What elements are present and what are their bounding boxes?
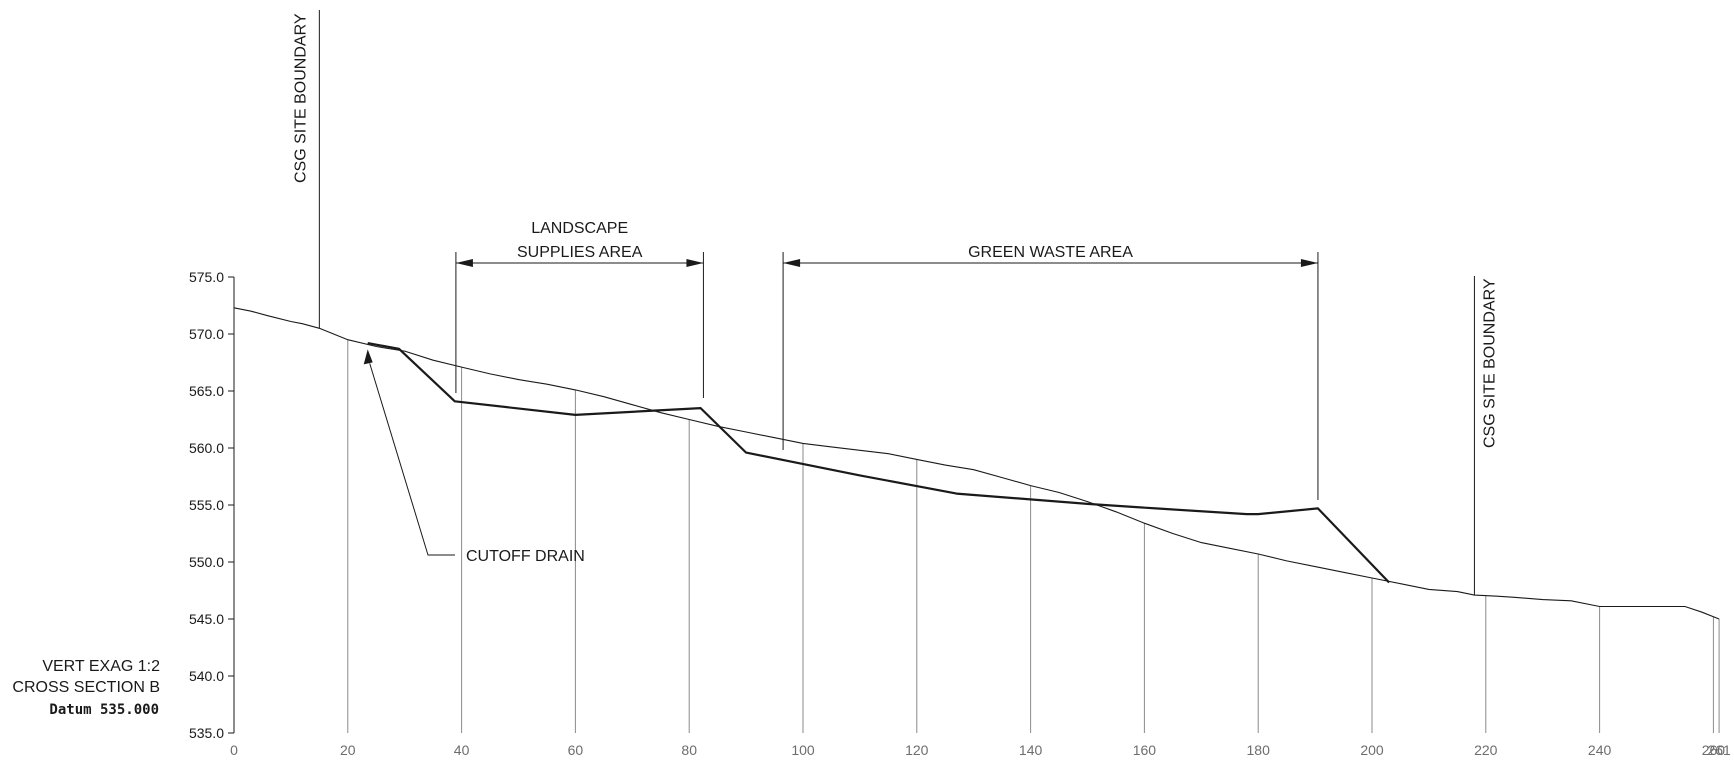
site-boundary-right-label: CSG SITE BOUNDARY: [1481, 278, 1498, 448]
landscape-area-label-line2: SUPPLIES AREA: [517, 244, 643, 261]
x-tick-label: 0: [230, 742, 238, 758]
x-tick-label: 240: [1588, 742, 1612, 758]
landscape-area-right-arrow: [686, 259, 704, 267]
y-tick-label: 565.0: [189, 383, 224, 399]
y-axis: 535.0 540.0 545.0 550.0 555.0 560.0 565.0 570.0…: [189, 269, 235, 741]
y-tick-label: 540.0: [189, 668, 224, 684]
x-tick-label: 40: [454, 742, 470, 758]
section-title: CROSS SECTION B: [12, 679, 160, 696]
annotations: CSG SITE BOUNDARY CSG SITE BOUNDARY LANDSC…: [292, 10, 1498, 596]
landscape-area-left-arrow: [455, 259, 473, 267]
y-tick-label: 555.0: [189, 497, 224, 513]
design-surface-line: [367, 342, 1390, 584]
x-tick-label: 261: [1707, 742, 1731, 758]
x-tick-label: 100: [791, 742, 815, 758]
x-tick-label: 60: [568, 742, 584, 758]
x-tick-label: 180: [1247, 742, 1271, 758]
x-tick-label: 80: [681, 742, 697, 758]
y-tick-label: 575.0: [189, 269, 224, 285]
site-boundary-left-label: CSG SITE BOUNDARY: [292, 13, 309, 183]
profiles: [233, 307, 1720, 620]
y-tick-label: 570.0: [189, 326, 224, 342]
y-tick-label: 535.0: [189, 725, 224, 741]
x-tick-label: 200: [1360, 742, 1384, 758]
x-tick-label: 220: [1474, 742, 1498, 758]
existing-ground-line: [233, 307, 1720, 620]
green-waste-area-left-arrow: [783, 259, 801, 267]
datum-label: Datum 535.000: [49, 702, 159, 718]
x-tick-label: 160: [1133, 742, 1157, 758]
section-info-block: VERT EXAG 1:2 CROSS SECTION B Datum 535.…: [12, 658, 160, 718]
green-waste-area-right-arrow: [1300, 259, 1318, 267]
cutoff-drain-label: CUTOFF DRAIN: [466, 548, 585, 565]
cutoff-drain-leader: [369, 363, 455, 556]
x-tick-label: 120: [905, 742, 929, 758]
green-waste-area-label: GREEN WASTE AREA: [968, 244, 1133, 261]
x-tick-label: 20: [340, 742, 356, 758]
station-lines: [347, 339, 1720, 733]
y-tick-label: 560.0: [189, 440, 224, 456]
vert-exag-label: VERT EXAG 1:2: [42, 658, 160, 675]
landscape-area-label-line1: LANDSCAPE: [531, 220, 628, 237]
x-tick-label: 140: [1019, 742, 1043, 758]
cutoff-drain-arrow: [363, 349, 373, 365]
y-tick-label: 550.0: [189, 554, 224, 570]
y-tick-label: 545.0: [189, 611, 224, 627]
x-tick-label: 260: [1702, 742, 1726, 758]
